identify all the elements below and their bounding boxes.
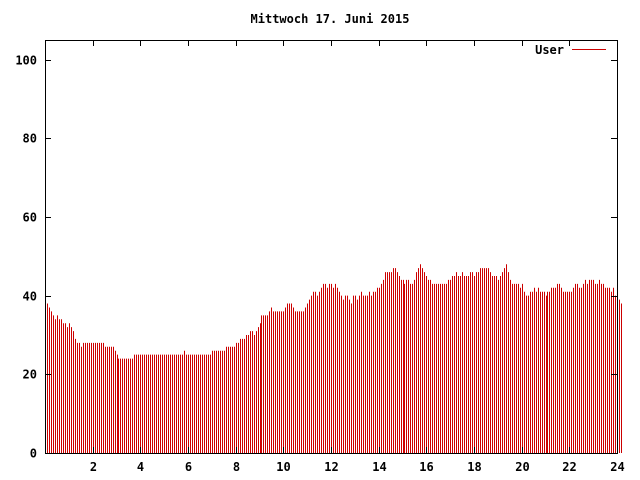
y-tick-label: 20 xyxy=(23,368,37,382)
legend: User xyxy=(535,43,606,57)
x-tick-label: 14 xyxy=(372,460,386,474)
x-tick-label: 6 xyxy=(185,460,192,474)
x-tick-label: 22 xyxy=(562,460,576,474)
bar-series-user xyxy=(45,264,622,453)
x-tick-label: 12 xyxy=(324,460,338,474)
x-axis: 2 4 6 8 10 12 14 16 18 20 22 24 xyxy=(90,40,625,474)
legend-label-user: User xyxy=(535,43,564,57)
x-tick-label: 4 xyxy=(137,460,144,474)
x-tick-label: 8 xyxy=(233,460,240,474)
x-tick-label: 18 xyxy=(467,460,481,474)
x-tick-label: 2 xyxy=(90,460,97,474)
x-tick-label: 10 xyxy=(276,460,290,474)
x-tick-label: 24 xyxy=(610,460,624,474)
y-tick-label: 80 xyxy=(23,132,37,146)
y-tick-label: 100 xyxy=(15,54,37,68)
x-tick-label: 16 xyxy=(419,460,433,474)
x-tick-label: 20 xyxy=(515,460,529,474)
y-axis: 0 20 40 60 80 100 xyxy=(15,54,617,461)
chart-title: Mittwoch 17. Juni 2015 xyxy=(251,12,410,26)
y-tick-label: 60 xyxy=(23,211,37,225)
y-tick-label: 0 xyxy=(30,447,37,461)
y-tick-label: 40 xyxy=(23,290,37,304)
